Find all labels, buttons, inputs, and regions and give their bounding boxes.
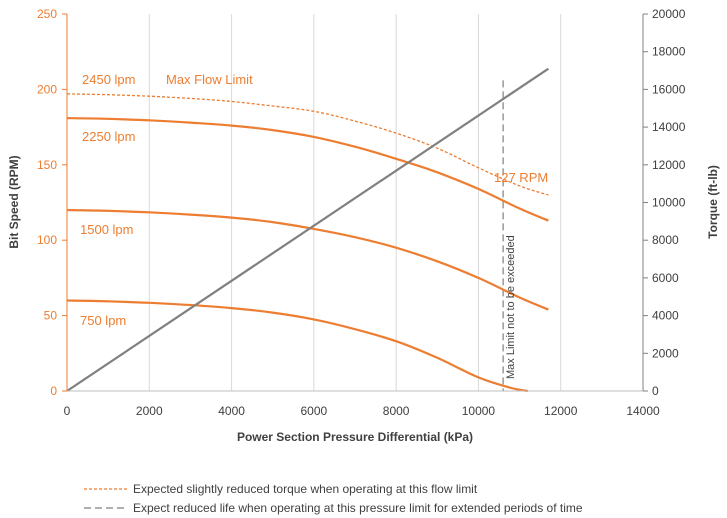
x-tick-label: 14000 (626, 404, 660, 418)
x-axis-title: Power Section Pressure Differential (kPa… (237, 430, 473, 444)
y2-tick-label: 0 (652, 384, 659, 398)
label-1500-lpm: 1500 lpm (80, 222, 133, 237)
y-tick-label: 250 (37, 7, 57, 21)
series-line-1500-lpm (66, 208, 549, 311)
label-max-limit: Max Limit not to be exceeded (505, 235, 517, 379)
y2-tick-label: 18000 (652, 45, 686, 59)
y-axis-title: Bit Speed (RPM) (7, 155, 21, 248)
gridlines (148, 14, 562, 391)
y2-tick-label: 6000 (652, 271, 679, 285)
label-127-rpm: 127 RPM (494, 170, 548, 185)
label-2450-lpm: 2450 lpm (82, 72, 135, 87)
x-tick-label: 10000 (462, 404, 496, 418)
legend-text-pressure-limit: Expect reduced life when operating at th… (133, 501, 583, 515)
x-tick-label: 4000 (218, 404, 245, 418)
y2-tick-label: 10000 (652, 196, 686, 210)
series-line-750-lpm (66, 299, 529, 393)
y2-tick-label: 20000 (652, 7, 686, 21)
y2-tick-label: 8000 (652, 233, 679, 247)
x-tick-label: 6000 (301, 404, 328, 418)
y2-tick-label: 4000 (652, 309, 679, 323)
y-tick-label: 100 (37, 233, 57, 247)
label-2250-lpm: 2250 lpm (82, 129, 135, 144)
y-tick-label: 200 (37, 82, 57, 96)
label-max-flow-limit: Max Flow Limit (166, 72, 253, 87)
y-tick-label: 150 (37, 158, 57, 172)
y2-tick-label: 14000 (652, 120, 686, 134)
x-tick-label: 12000 (544, 404, 578, 418)
x-tick-label: 2000 (136, 404, 163, 418)
series-line-torque (66, 67, 550, 392)
series-line-2250-lpm (66, 117, 549, 222)
legend: Expected slightly reduced torque when op… (84, 482, 583, 515)
series-group (66, 67, 550, 393)
y2-tick-label: 12000 (652, 158, 686, 172)
y2-tick-label: 2000 (652, 346, 679, 360)
tick-labels: 0 2000 4000 6000 8000 10000 12000 1400005010015… (37, 7, 686, 418)
label-750-lpm: 750 lpm (80, 313, 126, 328)
y-tick-label: 50 (44, 309, 58, 323)
x-tick-label: 8000 (383, 404, 410, 418)
y2-axis-title: Torque (ft-lb) (706, 165, 720, 239)
series-line-2450-lpm (66, 93, 549, 196)
y2-tick-label: 16000 (652, 82, 686, 96)
y-tick-label: 0 (50, 384, 57, 398)
x-tick-label: 0 (64, 404, 71, 418)
legend-text-flow-limit: Expected slightly reduced torque when op… (133, 482, 478, 496)
